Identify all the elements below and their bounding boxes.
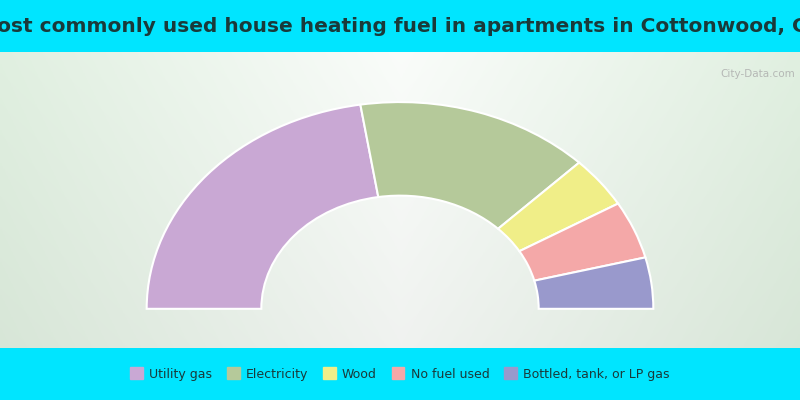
Wedge shape bbox=[519, 204, 646, 281]
Wedge shape bbox=[534, 258, 654, 309]
Wedge shape bbox=[360, 102, 579, 229]
Text: City-Data.com: City-Data.com bbox=[720, 70, 794, 80]
Legend: Utility gas, Electricity, Wood, No fuel used, Bottled, tank, or LP gas: Utility gas, Electricity, Wood, No fuel … bbox=[126, 362, 674, 386]
Wedge shape bbox=[498, 163, 618, 251]
Text: Most commonly used house heating fuel in apartments in Cottonwood, CA: Most commonly used house heating fuel in… bbox=[0, 16, 800, 36]
Wedge shape bbox=[146, 105, 378, 309]
